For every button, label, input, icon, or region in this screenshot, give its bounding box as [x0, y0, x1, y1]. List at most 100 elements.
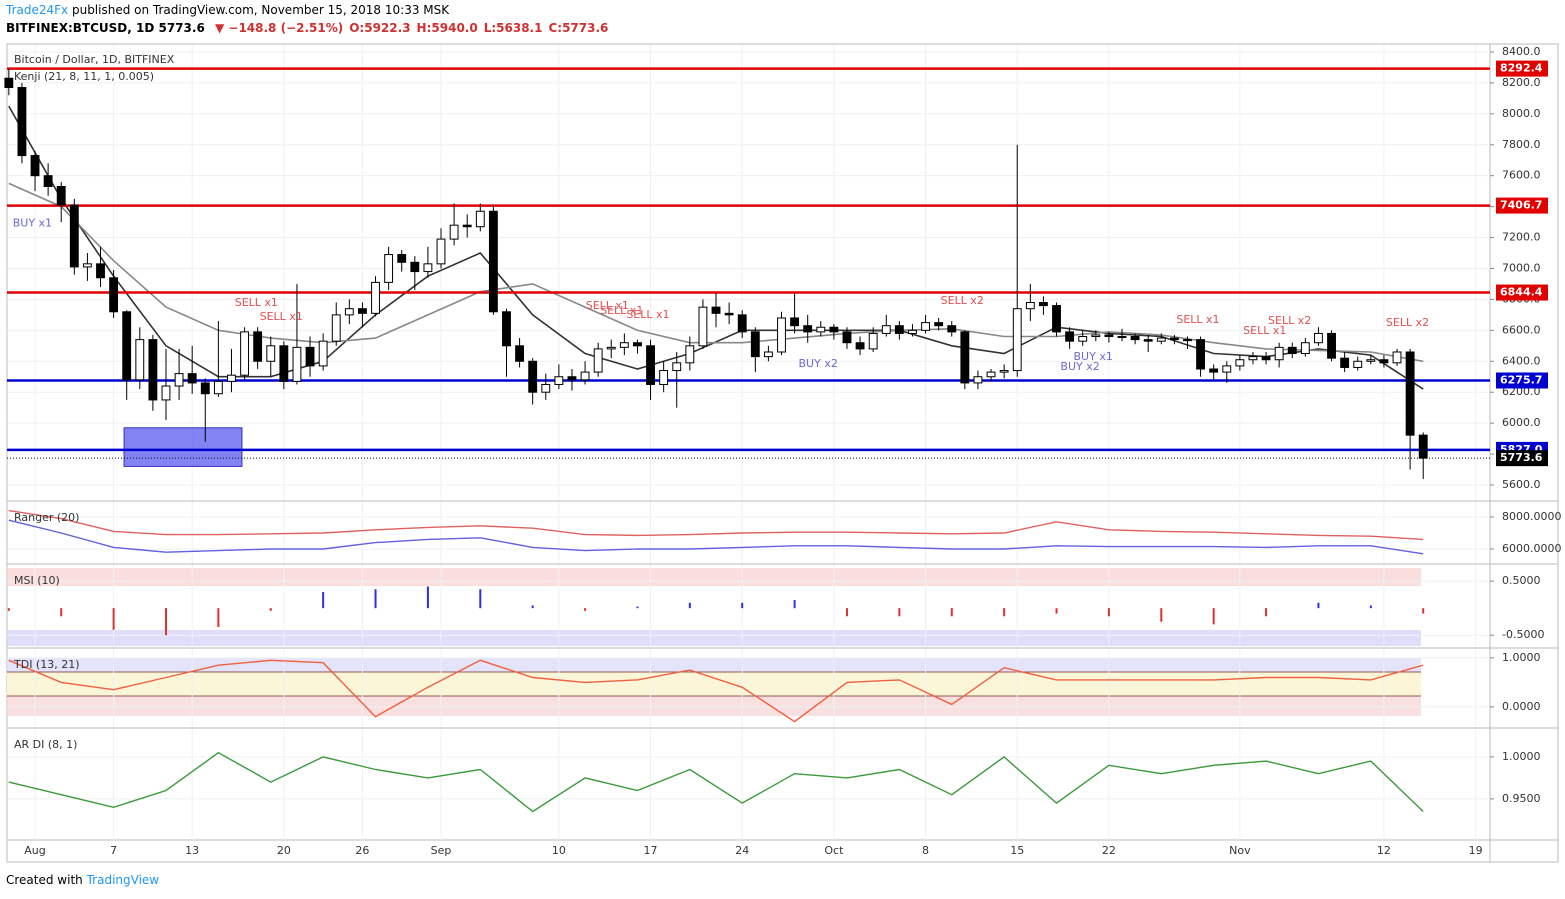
histogram-bar: [1422, 608, 1425, 614]
candle-body: [633, 342, 642, 347]
candle-body: [109, 277, 119, 313]
candle-body: [1209, 368, 1219, 373]
msi-upper-band: [7, 568, 1421, 586]
candle-body: [960, 331, 970, 384]
candle-body: [881, 325, 891, 334]
candle-body: [947, 325, 957, 333]
ohlc-open: O:5922.3: [349, 21, 411, 35]
candle-body: [174, 373, 184, 387]
candle-body: [161, 385, 171, 401]
candle-body: [43, 175, 53, 188]
histogram-bar: [1107, 608, 1110, 617]
signal-label: SELL x1: [235, 296, 278, 309]
candle-body: [842, 331, 852, 344]
histogram-bar: [636, 606, 639, 609]
candle-body: [698, 306, 708, 347]
y-tick-label: 6600.0: [1502, 323, 1541, 336]
histogram-bar: [1317, 602, 1320, 609]
tradingview-link[interactable]: TradingView: [86, 873, 160, 887]
candle-body: [279, 345, 289, 382]
level-label: 8292.4: [1500, 62, 1543, 75]
candle-body: [672, 362, 682, 372]
histogram-bar: [60, 608, 63, 617]
candle-body: [122, 311, 132, 381]
candle-body: [1314, 332, 1323, 344]
candle-body: [528, 360, 538, 393]
signal-label: SELL x2: [1386, 316, 1429, 329]
candle-body: [921, 322, 930, 331]
y-tick-label: 6400.0: [1502, 354, 1541, 367]
x-tick-label: 12: [1377, 844, 1391, 857]
candle-body: [69, 204, 79, 268]
symbol: BITFINEX:BTCUSD, 1D: [6, 21, 155, 35]
candle-body: [750, 331, 760, 358]
candle-body: [318, 340, 328, 367]
candle-body: [1340, 357, 1350, 368]
histogram-bar: [1265, 608, 1268, 617]
kenji-line: [8, 105, 1424, 390]
candle-body: [1418, 434, 1428, 459]
frame: [6, 43, 1559, 863]
candle-body: [200, 382, 210, 395]
brand[interactable]: Trade24Fx: [6, 3, 69, 17]
candle-body: [502, 311, 511, 347]
candle-body: [1405, 351, 1415, 436]
histogram-bar: [1212, 608, 1215, 625]
y-tick-label: 1.0000: [1502, 750, 1541, 763]
histogram-bar: [479, 589, 482, 609]
candle-body: [187, 373, 197, 384]
histogram-bar: [112, 608, 115, 630]
candle-body: [1379, 359, 1389, 364]
candle-body: [1025, 302, 1035, 310]
footer: Created with TradingView: [6, 873, 159, 887]
tdi-upper-band: [7, 658, 1421, 672]
candle-body: [1038, 302, 1048, 307]
indicator-line: [8, 519, 1424, 555]
candle-body: [1300, 342, 1310, 355]
level-tag: [1496, 60, 1548, 77]
candle-body: [816, 326, 826, 333]
candle-body: [449, 224, 459, 240]
candle-body: [934, 322, 944, 327]
candle-body: [384, 254, 394, 283]
candle-body: [240, 331, 249, 376]
ohlc-high: H:5940.0: [416, 21, 478, 35]
signal-label: SELL x1: [1243, 324, 1286, 337]
candle-body: [711, 306, 721, 314]
symbol-line: BITFINEX:BTCUSD, 1D 5773.6 ▼ −148.8 (−2.…: [6, 21, 608, 35]
header-line: Trade24Fx published on TradingView.com, …: [6, 3, 449, 17]
x-tick-label: Nov: [1229, 844, 1251, 857]
candle-body: [397, 254, 407, 263]
indicator-line: [8, 509, 1424, 541]
panel-title: MSI (10): [14, 574, 60, 587]
candle-body: [344, 308, 354, 316]
chart-title: Bitcoin / Dollar, 1D, BITFINEX: [14, 53, 175, 66]
histogram-bar: [741, 602, 744, 609]
y-tick-label: 1.0000: [1502, 651, 1541, 664]
candle-body: [763, 351, 773, 358]
y-tick-label: 8000.0000: [1502, 510, 1562, 523]
histogram-bar: [688, 602, 691, 609]
candle-body: [135, 339, 145, 381]
candle-body: [1248, 356, 1258, 361]
y-tick-label: 7200.0: [1502, 231, 1541, 244]
candle-body: [986, 371, 996, 378]
histogram-bar: [269, 608, 272, 611]
histogram-bar: [793, 600, 796, 609]
tdi-lower-band: [7, 696, 1421, 716]
histogram-bar: [1369, 605, 1372, 609]
signal-label: SELL x1: [586, 299, 629, 312]
candle-body: [475, 210, 485, 228]
candle-body: [357, 308, 367, 314]
candle-body: [973, 376, 983, 384]
histogram-bar: [531, 605, 534, 609]
signal-label: SELL x2: [941, 294, 984, 307]
candle-body: [1078, 336, 1088, 342]
candle-body: [541, 383, 551, 393]
y-tick-label: 6000.0: [1502, 416, 1541, 429]
y-tick-label: 8000.0: [1502, 107, 1541, 120]
x-tick-label: 19: [1469, 844, 1483, 857]
x-tick-label: 20: [277, 844, 291, 857]
signal-label: SELL x1: [600, 304, 643, 317]
